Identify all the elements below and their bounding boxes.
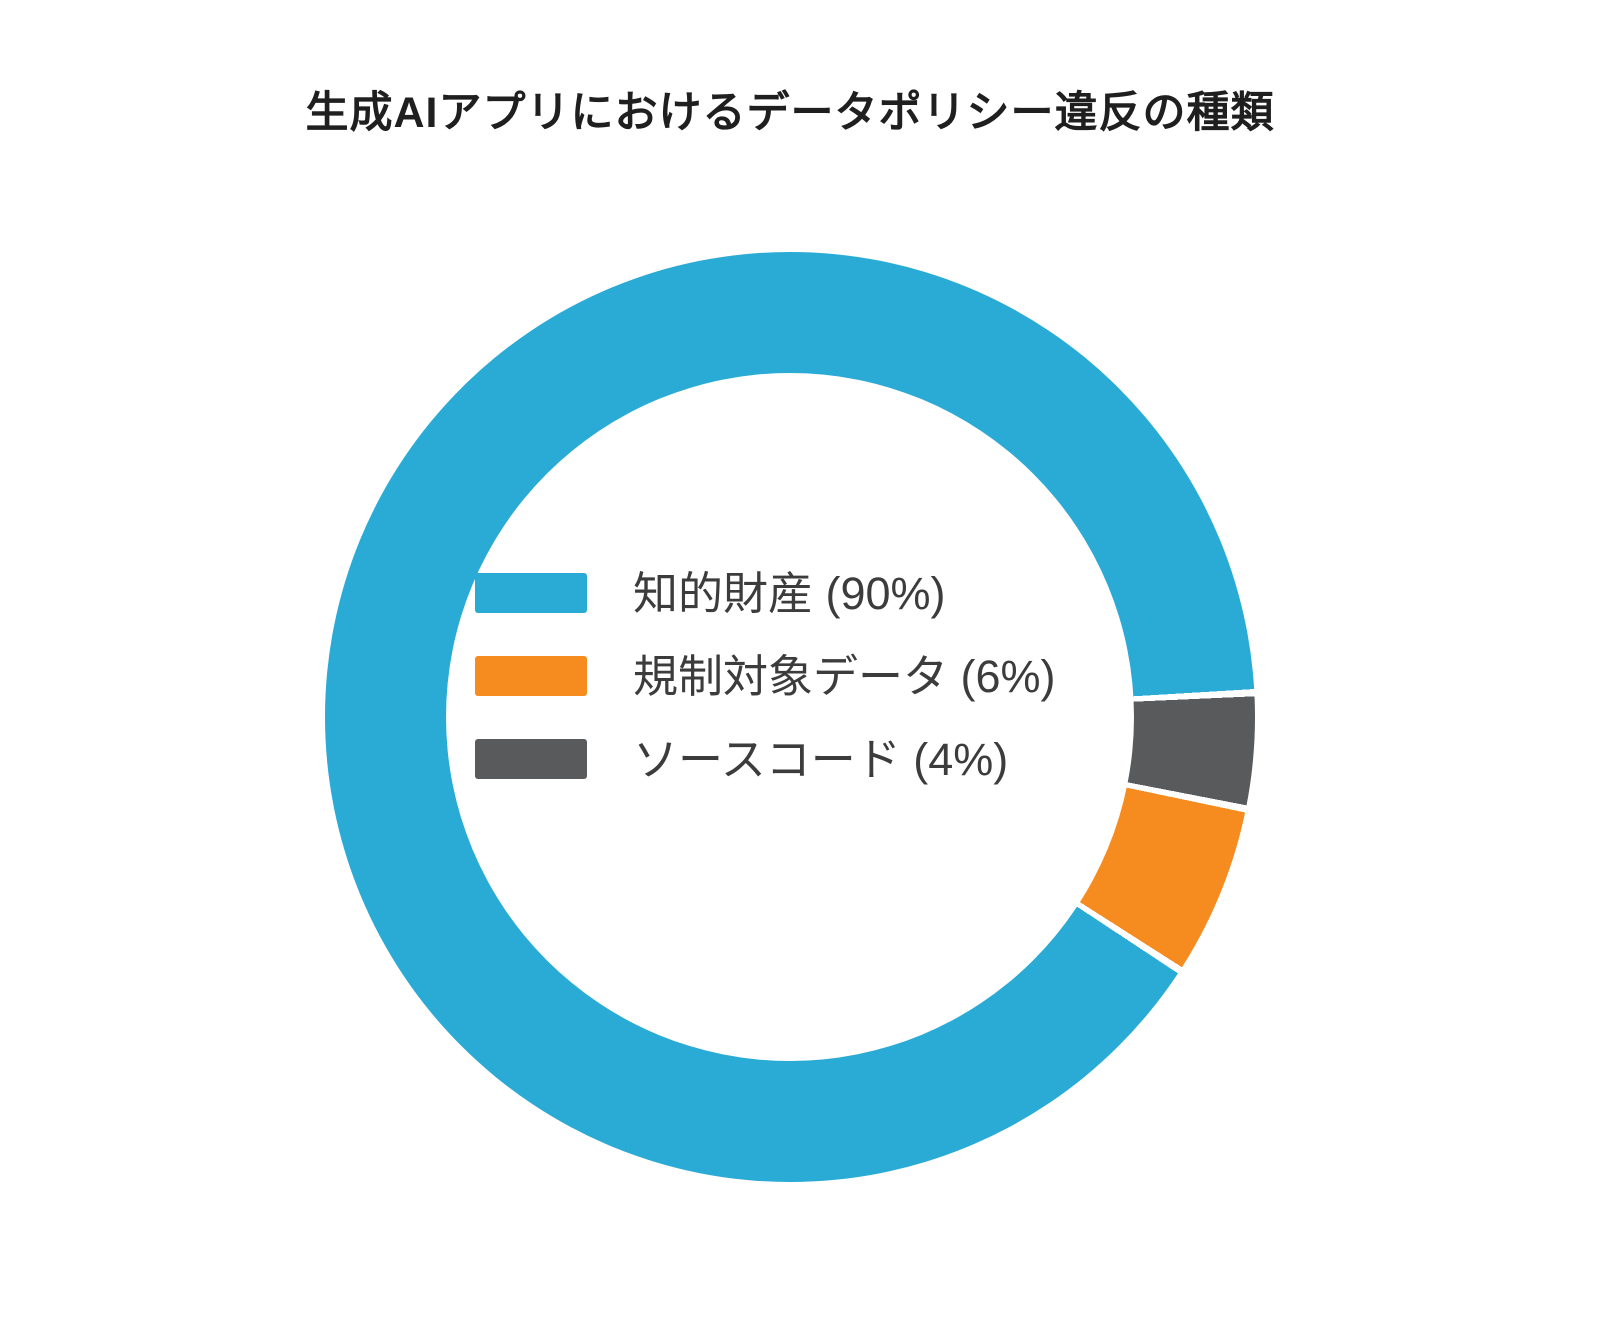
- legend-swatch: [475, 573, 587, 613]
- donut-hole: [446, 373, 1134, 1061]
- donut-chart: 知的財産 (90%) 規制対象データ (6%) ソースコード (4%): [325, 252, 1255, 1182]
- legend-item: ソースコード (4%): [475, 734, 1056, 784]
- legend-swatch: [475, 739, 587, 779]
- legend-item: 規制対象データ (6%): [475, 651, 1056, 701]
- legend-swatch: [475, 656, 587, 696]
- legend-label: ソースコード (4%): [633, 733, 1009, 785]
- legend-item: 知的財産 (90%): [475, 568, 1056, 618]
- legend-label: 知的財産 (90%): [633, 567, 946, 619]
- chart-title: 生成AIアプリにおけるデータポリシー違反の種類: [305, 89, 1275, 137]
- legend: 知的財産 (90%) 規制対象データ (6%) ソースコード (4%): [475, 568, 1056, 817]
- legend-label: 規制対象データ (6%): [633, 650, 1056, 702]
